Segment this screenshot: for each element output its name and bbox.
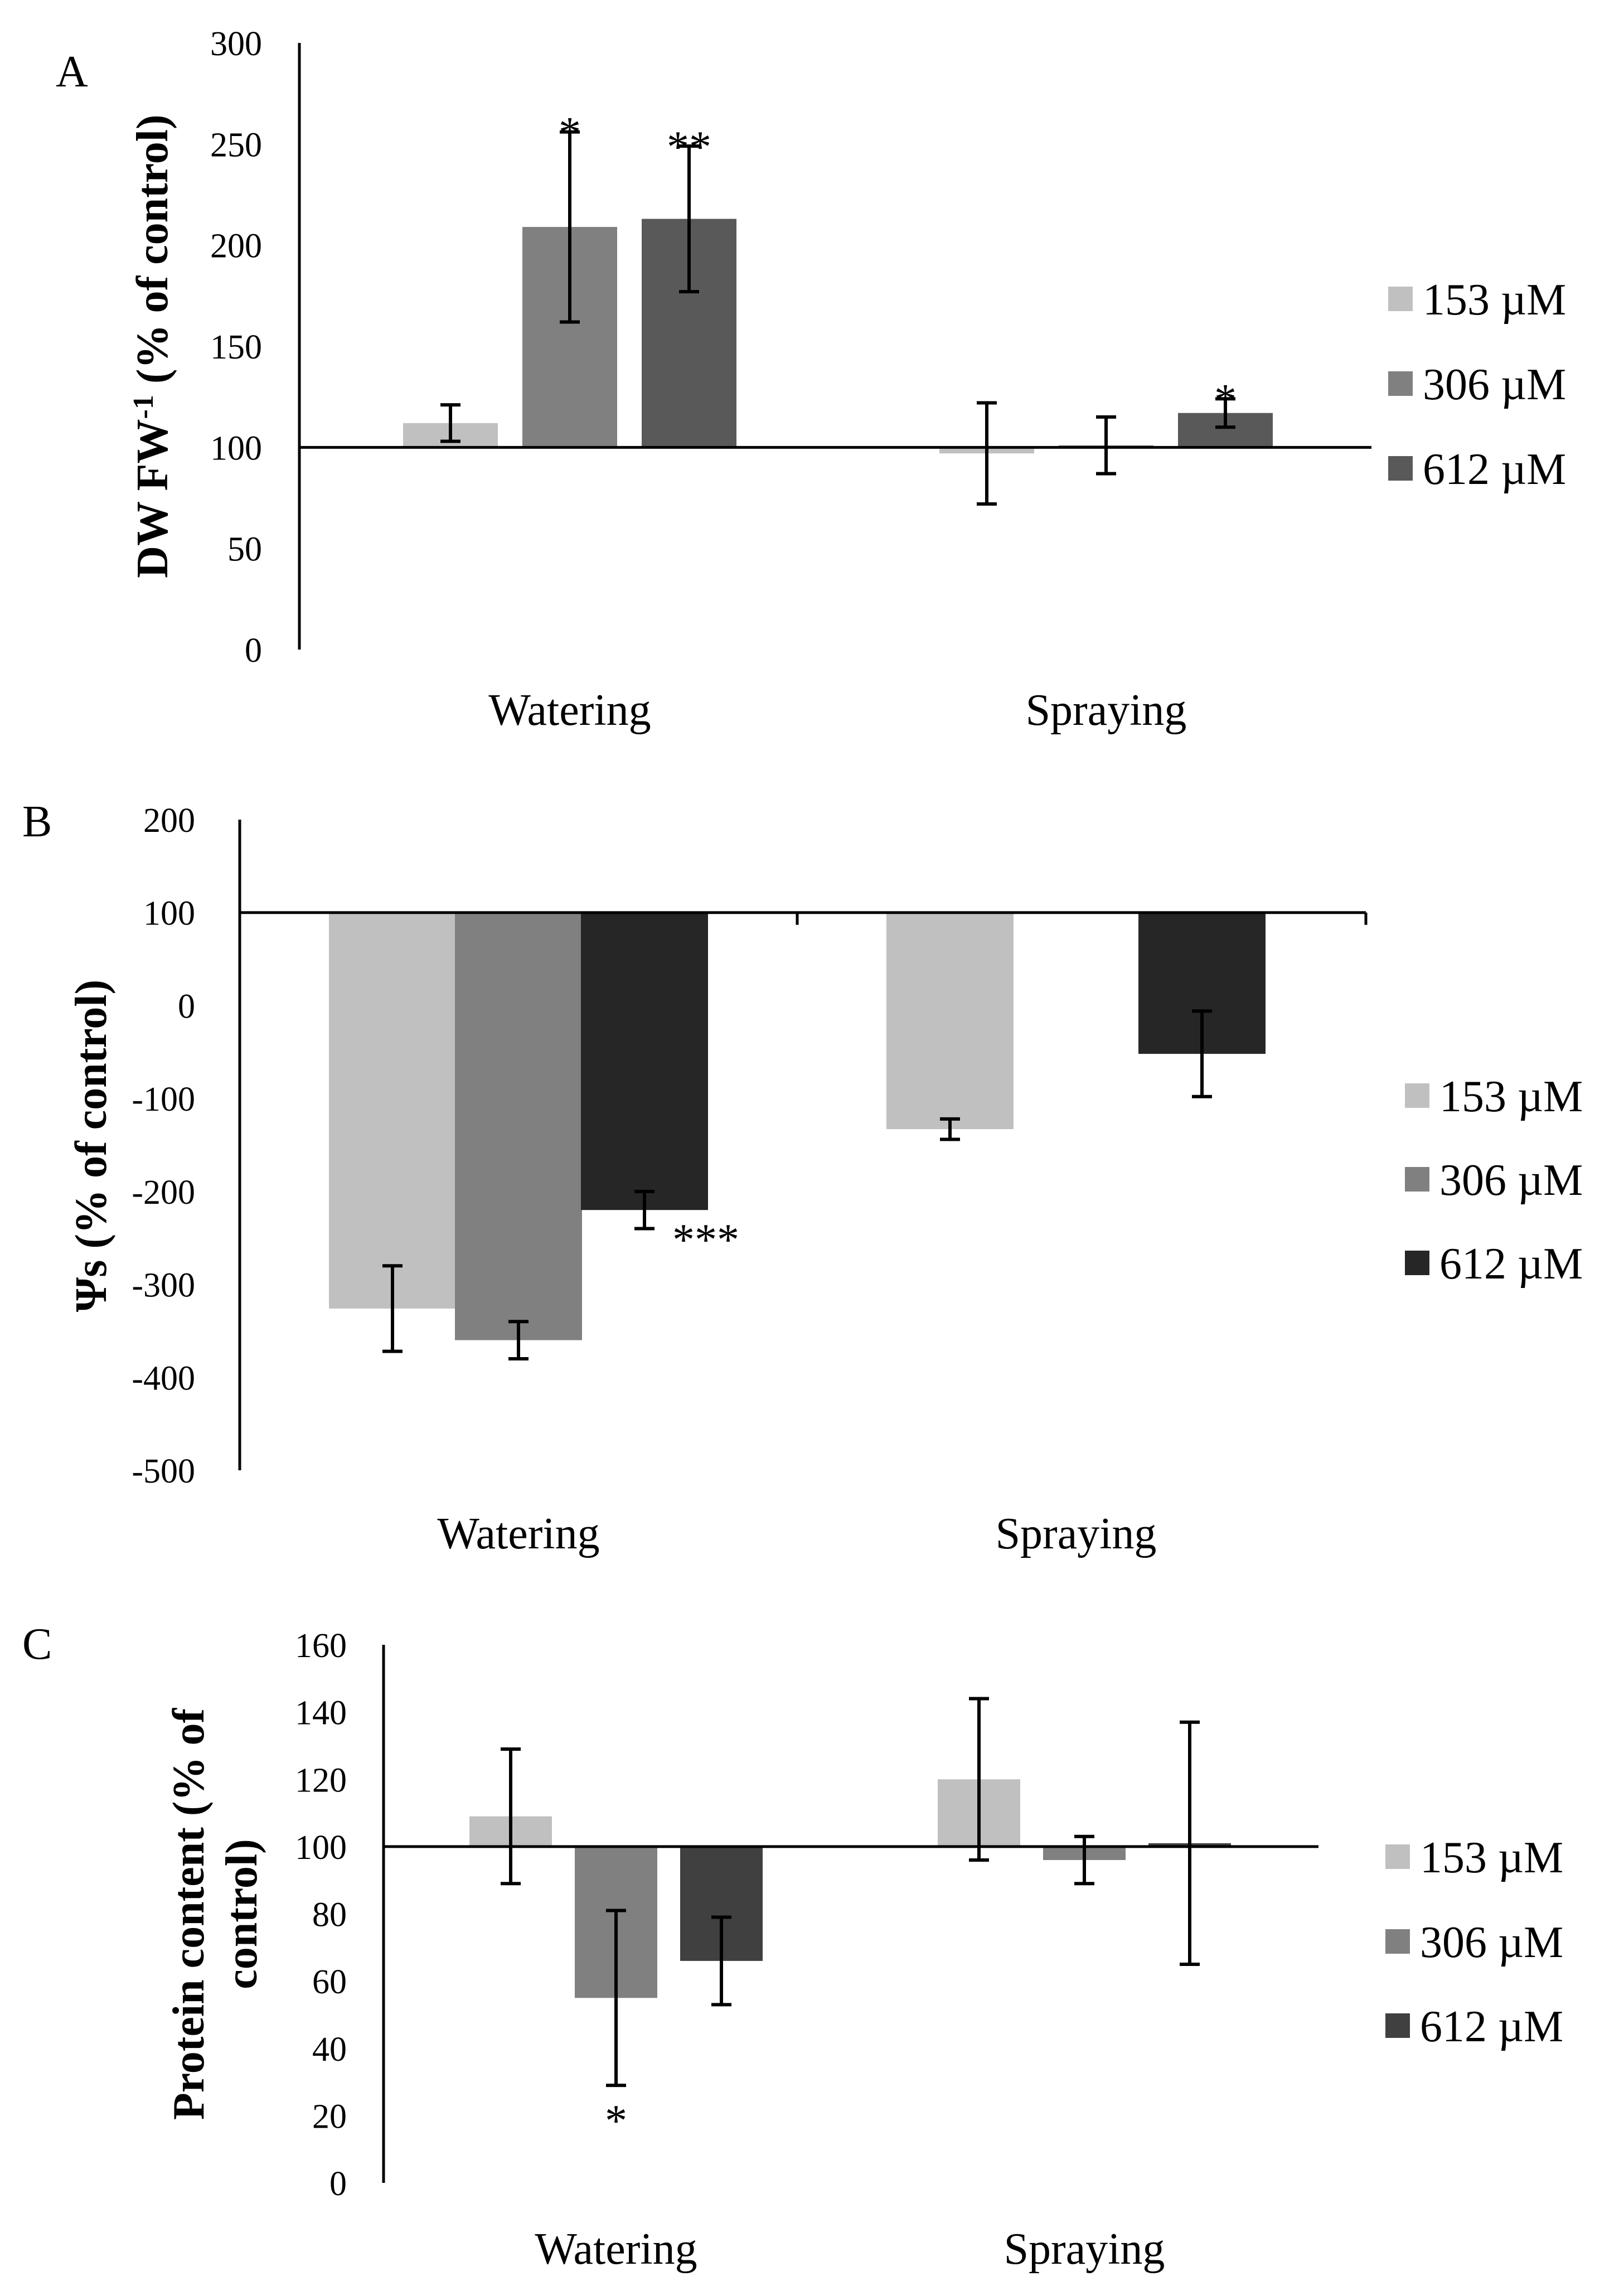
y-tick-label: 0: [329, 2165, 347, 2203]
bar: [455, 912, 582, 1340]
y-tick-label: 100: [295, 1829, 347, 1867]
y-tick-label: -300: [132, 1267, 195, 1305]
y-tick-label: 0: [245, 632, 262, 670]
legend-label: 306 µM: [1423, 360, 1566, 409]
panel-b: B -500 -400 -300 -200 -100 0 100 200 *** Watering S…: [22, 797, 1583, 1558]
legend-swatch: [1385, 2013, 1410, 2038]
category-label: Watering: [437, 1509, 599, 1558]
legend-swatch: [1385, 1929, 1410, 1954]
panel-c: C 0 20 40 60 80 100 120 140 160 * Watering Spraying 1…: [22, 1620, 1563, 2274]
y-tick-label: 50: [227, 531, 262, 569]
y-tick-label: 160: [295, 1627, 347, 1665]
y-tick-label: -400: [132, 1359, 195, 1397]
y-tick-label: -200: [132, 1174, 195, 1212]
y-axis-title: control): [217, 1839, 266, 1989]
legend-label: 306 µM: [1439, 1156, 1583, 1205]
y-tick-label: 40: [312, 2031, 347, 2069]
category-label: Watering: [488, 686, 651, 735]
y-tick-label: -100: [132, 1081, 195, 1118]
legend-label: 612 µM: [1439, 1239, 1583, 1289]
category-label: Watering: [535, 2225, 697, 2274]
legend-swatch: [1385, 1844, 1410, 1869]
y-tick-label: 100: [210, 429, 262, 467]
panel-label: C: [22, 1620, 52, 1669]
significance-mark: **: [667, 123, 711, 172]
legend-swatch: [1388, 371, 1413, 396]
y-tick-label: 20: [312, 2098, 347, 2135]
y-tick-label: 150: [210, 328, 262, 366]
y-tick-label: 0: [178, 987, 195, 1025]
bar: [581, 912, 708, 1210]
significance-mark: ***: [672, 1215, 739, 1265]
legend-swatch: [1388, 456, 1413, 481]
y-axis-title: Protein content (% of: [164, 1707, 214, 2120]
y-tick-label: 80: [312, 1896, 347, 1934]
category-label: Spraying: [996, 1509, 1157, 1558]
legend-label: 306 µM: [1420, 1918, 1563, 1967]
legend-swatch: [1405, 1083, 1429, 1108]
legend-swatch: [1405, 1251, 1429, 1275]
category-label: Spraying: [1026, 686, 1187, 735]
y-tick-label: 250: [210, 126, 262, 164]
legend-label: 153 µM: [1439, 1072, 1583, 1121]
bar: [329, 912, 456, 1309]
y-axis-title: Ψs (% of control): [67, 980, 116, 1312]
panel-label: B: [22, 797, 52, 846]
y-axis-title: DW FW-1 (% of control): [128, 114, 177, 578]
legend-label: 612 µM: [1423, 445, 1566, 494]
legend-label: 612 µM: [1420, 2002, 1563, 2051]
y-tick-label: 100: [143, 895, 195, 933]
y-tick-label: 140: [295, 1694, 347, 1732]
legend-label: 153 µM: [1420, 1833, 1563, 1882]
y-tick-label: 120: [295, 1761, 347, 1799]
significance-mark: *: [1214, 375, 1237, 424]
y-tick-label: 200: [210, 227, 262, 265]
legend-label: 153 µM: [1423, 275, 1566, 325]
y-tick-label: -500: [132, 1452, 195, 1490]
panel-label: A: [56, 47, 88, 96]
y-tick-label: 300: [210, 25, 262, 63]
category-label: Spraying: [1004, 2225, 1165, 2274]
y-tick-label: 200: [143, 802, 195, 840]
legend-swatch: [1388, 287, 1413, 311]
significance-mark: *: [605, 2096, 627, 2146]
legend-swatch: [1405, 1167, 1429, 1192]
significance-mark: *: [559, 109, 581, 158]
bar: [886, 912, 1014, 1130]
y-tick-label: 60: [312, 1963, 347, 2001]
